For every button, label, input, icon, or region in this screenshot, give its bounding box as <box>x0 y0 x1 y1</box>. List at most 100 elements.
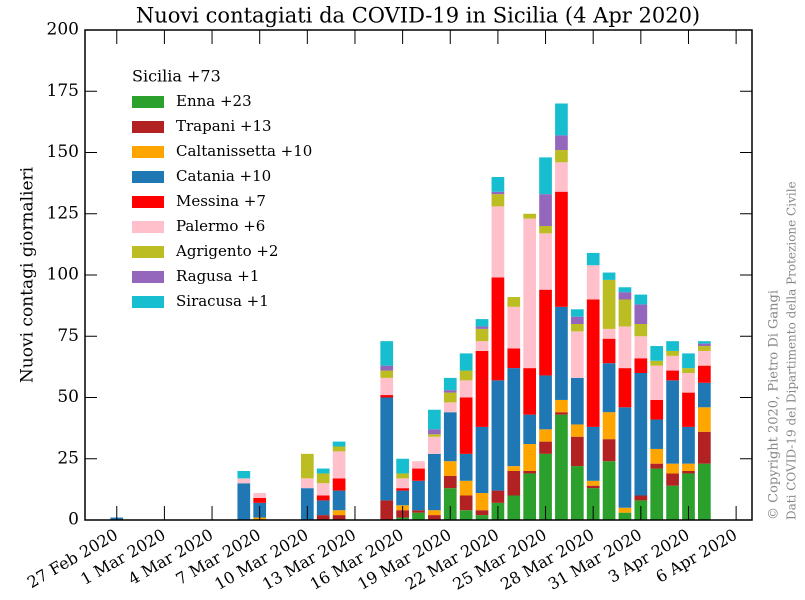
bar-segment <box>459 453 473 481</box>
bar-segment <box>555 191 568 307</box>
bar-segment <box>443 392 457 403</box>
bar-segment <box>698 365 711 383</box>
bar-segment <box>459 370 473 381</box>
bar-segment <box>602 272 616 280</box>
y-tick-label: 25 <box>57 448 79 468</box>
bar-segment <box>602 328 616 339</box>
bar-segment <box>459 380 473 398</box>
bar-segment <box>428 453 441 511</box>
bar-segment <box>523 473 537 520</box>
bar-segment <box>586 485 600 489</box>
bar-segment <box>618 512 632 520</box>
bar-segment <box>459 510 473 520</box>
bar-segment <box>634 294 648 305</box>
bar-segment <box>666 350 679 356</box>
bar-segment <box>507 348 521 369</box>
y-tick-label: 125 <box>47 203 79 223</box>
bar-segment <box>618 407 632 508</box>
bar-segment <box>475 510 489 516</box>
bar-segment <box>523 471 537 474</box>
bar-segment <box>443 461 457 476</box>
bar-segment <box>443 402 457 413</box>
bar-segment <box>698 382 711 408</box>
bar-segment <box>698 463 711 520</box>
bar-segment <box>412 461 425 469</box>
bar-segment <box>507 471 521 496</box>
y-tick-label: 100 <box>47 265 79 285</box>
bar-segment <box>602 279 616 329</box>
bar-segment <box>555 306 568 400</box>
bar-segment <box>602 338 616 364</box>
bar-segment <box>475 341 489 351</box>
bar-segment <box>332 515 346 520</box>
bar-segment <box>618 299 632 327</box>
bar-segment <box>698 407 711 432</box>
bar-segment <box>491 194 505 207</box>
bar-segment <box>491 177 505 192</box>
bar-segment <box>586 265 600 300</box>
bar-segment <box>380 395 394 398</box>
bar-segment <box>380 377 394 396</box>
bar-segment <box>507 466 521 471</box>
bar-segment <box>666 485 679 520</box>
bar-segment <box>682 471 695 474</box>
bar-segment <box>539 375 552 430</box>
legend-label: Siracusa +1 <box>176 292 269 310</box>
bar-segment <box>396 490 409 506</box>
bar-segment <box>237 478 251 484</box>
bar-segment <box>539 157 552 195</box>
legend-label: Palermo +6 <box>176 217 265 235</box>
legend-swatch <box>132 121 164 133</box>
bar-segment <box>491 490 505 503</box>
bar-segment <box>698 341 711 344</box>
bar-segment <box>682 463 695 471</box>
bar-segment <box>555 412 568 415</box>
bar-segment <box>698 343 711 347</box>
copyright: © Copyright 2020, Pietro Di Gangi <box>767 290 782 520</box>
legend-swatch <box>132 146 164 158</box>
bar-segment <box>539 226 552 234</box>
bar-segment <box>698 431 711 464</box>
bar-segment <box>570 466 584 520</box>
bar-segment <box>491 277 505 381</box>
legend-swatch <box>132 171 164 183</box>
y-tick-label: 150 <box>47 142 79 162</box>
bar-segment <box>650 365 664 400</box>
bar-segment <box>698 346 711 351</box>
legend-label: Catania +10 <box>176 167 271 185</box>
bar-segment <box>682 473 695 520</box>
plot-frame <box>84 29 753 521</box>
bar-segment <box>682 353 695 369</box>
bar-segment <box>570 324 584 332</box>
bar-segment <box>650 419 664 449</box>
bar-segment <box>443 377 457 391</box>
bar-segment <box>459 397 473 454</box>
bar-segment <box>380 370 394 378</box>
bar-segment <box>634 324 648 337</box>
bar-segment <box>586 426 600 481</box>
bar-segment <box>396 458 409 474</box>
bar-segment <box>682 373 695 393</box>
bar-segment <box>666 341 679 351</box>
bar-segment <box>253 497 267 503</box>
bar-segment <box>570 424 584 437</box>
bar-segment <box>507 495 521 520</box>
bar-segment <box>555 150 568 163</box>
bar-segment <box>570 309 584 317</box>
legend-label: Trapani +13 <box>176 117 272 135</box>
bar-segment <box>300 478 314 489</box>
bar-segment <box>475 515 489 520</box>
bar-segment <box>412 468 425 481</box>
bar-segment <box>650 346 664 361</box>
bar-segment <box>507 297 521 307</box>
bar-segment <box>570 331 584 378</box>
bar-segment <box>539 233 552 290</box>
bar-segment <box>332 446 346 452</box>
bar-segment <box>316 495 330 501</box>
bar-segment <box>332 451 346 479</box>
bar-segment <box>507 306 521 349</box>
y-tick-label: 75 <box>57 326 79 346</box>
y-tick-label: 175 <box>47 81 79 101</box>
bar-segment <box>412 512 425 520</box>
